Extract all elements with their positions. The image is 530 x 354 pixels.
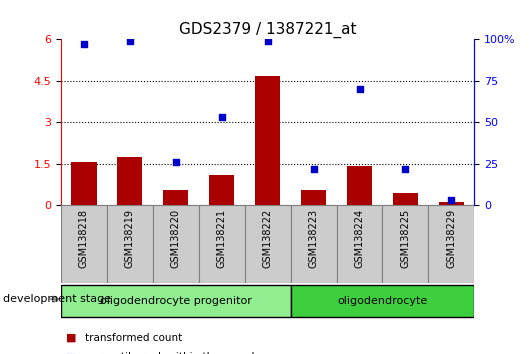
Bar — [347, 166, 372, 205]
Bar — [245, 205, 290, 283]
Point — [126, 38, 134, 44]
Bar — [290, 285, 474, 317]
Title: GDS2379 / 1387221_at: GDS2379 / 1387221_at — [179, 21, 356, 38]
Text: GSM138221: GSM138221 — [217, 209, 227, 268]
Bar — [71, 162, 96, 205]
Bar — [61, 285, 290, 317]
Text: GSM138219: GSM138219 — [125, 209, 135, 268]
Bar — [383, 205, 428, 283]
Text: GSM138220: GSM138220 — [171, 209, 181, 268]
Bar — [209, 175, 234, 205]
Point — [80, 41, 88, 47]
Bar — [163, 190, 189, 205]
Text: oligodendrocyte progenitor: oligodendrocyte progenitor — [100, 296, 252, 306]
Point — [263, 38, 272, 44]
Text: percentile rank within the sample: percentile rank within the sample — [85, 352, 261, 354]
Text: ■: ■ — [66, 333, 77, 343]
Point — [172, 159, 180, 165]
Bar — [117, 157, 143, 205]
Point — [310, 166, 318, 172]
Bar — [61, 205, 107, 283]
Bar — [107, 205, 153, 283]
Bar — [337, 205, 383, 283]
Point — [355, 86, 364, 92]
Bar — [153, 205, 199, 283]
Text: GSM138222: GSM138222 — [263, 209, 272, 268]
Bar — [301, 190, 326, 205]
Bar — [199, 205, 245, 283]
Bar — [428, 205, 474, 283]
Point — [447, 198, 456, 203]
Point — [217, 114, 226, 120]
Text: oligodendrocyte: oligodendrocyte — [338, 296, 428, 306]
Text: GSM138223: GSM138223 — [308, 209, 319, 268]
Bar — [439, 202, 464, 205]
Text: GSM138224: GSM138224 — [355, 209, 365, 268]
Point — [401, 166, 410, 172]
Text: ■: ■ — [66, 352, 77, 354]
Text: GSM138225: GSM138225 — [401, 209, 410, 268]
Text: transformed count: transformed count — [85, 333, 182, 343]
Text: development stage: development stage — [3, 294, 111, 304]
Bar — [255, 76, 280, 205]
Bar — [393, 193, 418, 205]
Bar — [290, 205, 337, 283]
Text: GSM138218: GSM138218 — [79, 209, 89, 268]
Text: GSM138229: GSM138229 — [446, 209, 456, 268]
